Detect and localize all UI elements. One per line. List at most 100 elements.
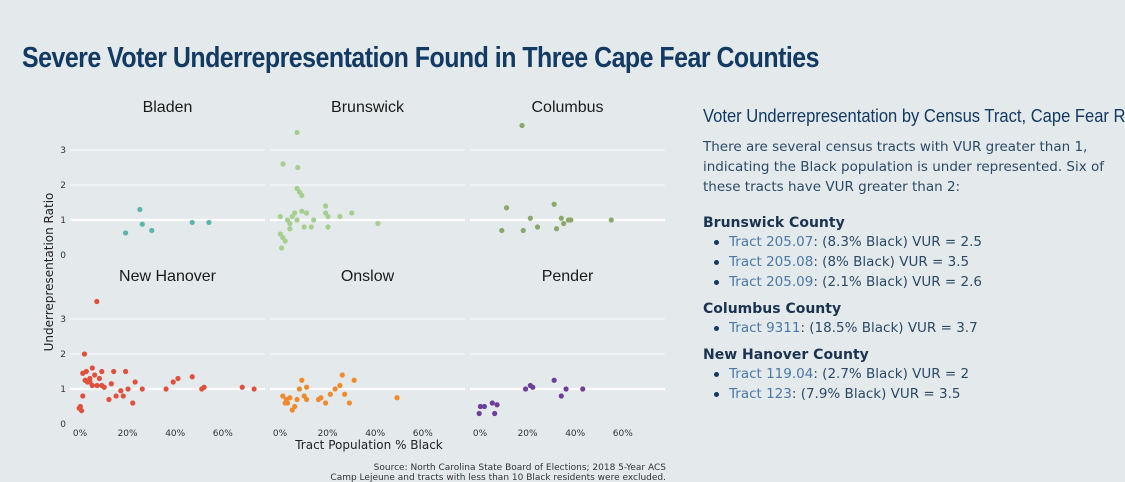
point-onslow-4 [287,395,293,401]
point-brunswick-26 [337,213,343,220]
tract-item: Tract 123: (7.9% Black) VUR = 3.5 [714,384,1113,404]
point-onslow-15 [323,400,329,406]
point-columbus-5 [534,224,541,230]
y-tick-new-hanover-0: 0 [60,420,66,430]
point-brunswick-23 [323,203,329,209]
summary-intro: There are several census tracts with VUR… [703,139,1105,195]
point-brunswick-1 [294,129,300,136]
tract-link[interactable]: Tract 119.04 [729,366,814,382]
tract-detail: : (8% Black) VUR = 3.5 [813,254,970,270]
point-new-hanover-21 [108,381,114,387]
point-new-hanover-19 [101,384,107,390]
point-onslow-14 [318,395,324,401]
tract-link[interactable]: Tract 205.09 [729,274,814,290]
point-onslow-6 [292,403,298,410]
point-columbus-9 [561,220,567,227]
point-brunswick-25 [325,224,331,230]
point-brunswick-24 [325,213,331,220]
point-brunswick-6 [278,245,285,251]
summary-title: Voter Underrepresentation by Census Trac… [703,106,1125,126]
y-tick-bladen-3: 3 [60,146,66,156]
point-columbus-6 [551,201,557,207]
x-tick-onslow-20: 20% [318,429,338,439]
point-new-hanover-23 [113,393,119,399]
point-onslow-12 [303,384,310,390]
point-brunswick-7 [282,238,288,244]
tract-link[interactable]: Tract 9311 [729,320,801,336]
point-onslow-7 [294,396,300,403]
point-pender-1 [477,403,483,410]
tract-list: Tract 9311: (18.5% Black) VUR = 3.7 [703,318,1113,338]
point-new-hanover-34 [189,374,195,380]
tract-link[interactable]: Tract 123 [729,386,792,402]
y-tick-bladen-0: 0 [60,251,66,261]
point-columbus-2 [503,205,510,211]
tract-detail: : (7.9% Black) VUR = 3.5 [791,386,961,402]
point-new-hanover-16 [96,375,103,382]
point-bladen-1 [137,206,143,213]
point-onslow-9 [299,377,305,383]
x-tick-onslow-0: 0% [273,429,288,439]
point-new-hanover-3 [80,393,86,399]
point-brunswick-5 [277,231,283,237]
facet-title-new-hanover: New Hanover [119,268,217,285]
point-new-hanover-26 [123,368,129,375]
point-onslow-11 [303,396,310,403]
point-brunswick-19 [303,210,310,216]
point-onslow-0 [280,393,286,399]
point-bladen-3 [149,227,155,234]
point-new-hanover-37 [239,384,245,390]
point-columbus-8 [558,215,564,221]
x-tick-pender-0: 0% [473,429,488,439]
point-new-hanover-25 [120,393,126,399]
y-tick-new-hanover-1: 1 [60,385,66,395]
page-title: Severe Voter Underrepresentation Found i… [22,42,820,74]
tract-link[interactable]: Tract 205.07 [729,234,814,250]
county-heading: New Hanover County [703,347,869,363]
point-new-hanover-29 [132,379,138,385]
y-axis-label: Underrepresentation Ratio [42,193,56,352]
tract-item: Tract 205.07: (8.3% Black) VUR = 2.5 [714,232,1113,252]
county-list: Brunswick County Tract 205.07: (8.3% Blac… [703,215,1113,404]
point-new-hanover-28 [130,400,136,406]
point-new-hanover-7 [83,368,89,375]
point-brunswick-3 [277,213,283,220]
point-columbus-12 [608,217,614,223]
tract-detail: : (2.1% Black) VUR = 2.6 [813,274,982,290]
point-new-hanover-27 [125,386,131,392]
point-bladen-5 [206,219,212,226]
tract-item: Tract 205.09: (2.1% Black) VUR = 2.6 [714,272,1113,292]
point-brunswick-9 [287,220,293,227]
point-onslow-19 [339,372,345,378]
point-new-hanover-15 [94,382,100,389]
tract-detail: : (18.5% Black) VUR = 3.7 [800,320,978,336]
tract-link[interactable]: Tract 205.08 [729,254,814,270]
facet-title-bladen: Bladen [143,99,193,116]
facet-title-pender: Pender [542,268,594,285]
point-pender-10 [558,393,564,399]
x-tick-new-hanover-20: 20% [118,429,138,439]
point-brunswick-17 [299,208,305,214]
point-brunswick-13 [294,217,300,223]
x-tick-pender-20: 20% [518,429,538,439]
tract-list: Tract 205.07: (8.3% Black) VUR = 2.5 Trac… [703,232,1113,292]
point-brunswick-20 [308,224,314,230]
point-new-hanover-2 [78,408,85,414]
point-brunswick-28 [375,220,381,227]
point-new-hanover-11 [89,365,95,371]
x-tick-pender-40: 40% [565,429,585,439]
point-brunswick-16 [299,192,305,199]
x-tick-pender-60: 60% [613,429,633,439]
point-columbus-7 [553,226,560,232]
point-columbus-11 [568,217,574,223]
county-block-brunswick-county: Brunswick County Tract 205.07: (8.3% Blac… [703,215,1113,292]
facet-title-columbus: Columbus [531,99,603,116]
point-pender-0 [476,410,482,417]
point-new-hanover-36 [201,384,207,390]
point-pender-3 [489,400,495,406]
point-new-hanover-22 [111,368,117,375]
point-new-hanover-14 [94,298,100,305]
point-onslow-3 [284,400,291,406]
county-block-new-hanover-county: New Hanover County Tract 119.04: (2.7% Bl… [703,347,1113,404]
point-new-hanover-13 [92,372,98,378]
